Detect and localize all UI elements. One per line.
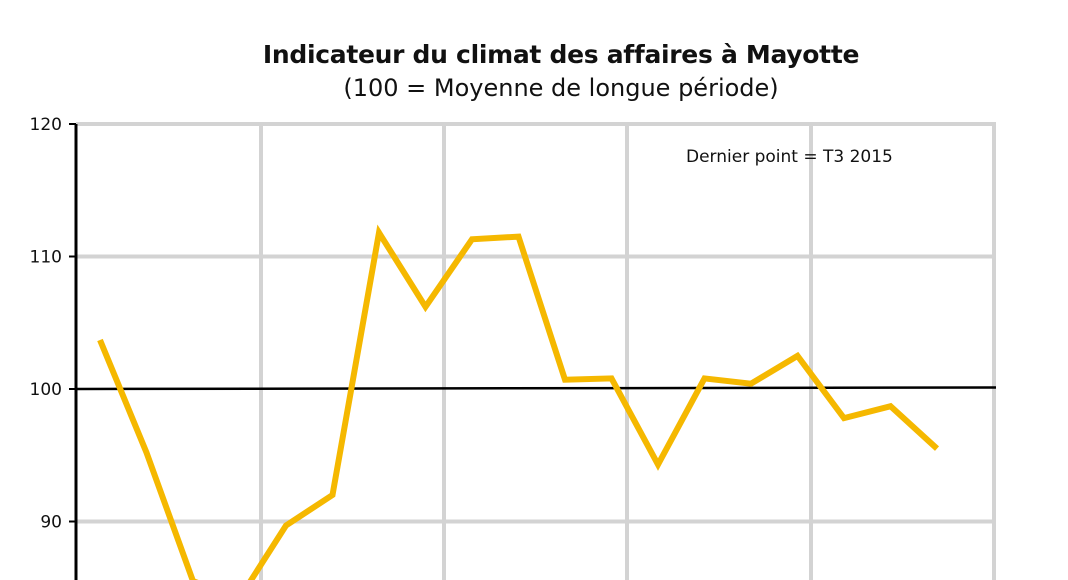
chart-subtitle: (100 = Moyenne de longue période) [343, 74, 779, 102]
chart-title: Indicateur du climat des affaires à Mayo… [262, 40, 860, 69]
series-line [97, 224, 940, 580]
y-tick-label: 120 [30, 115, 62, 135]
y-tick-label: 90 [40, 513, 62, 533]
last-point-annotation: Dernier point = T3 2015 [686, 147, 893, 167]
y-tick-label: 100 [30, 380, 62, 400]
y-tick-label: 110 [30, 248, 62, 268]
reference-line-100 [75, 386, 997, 391]
